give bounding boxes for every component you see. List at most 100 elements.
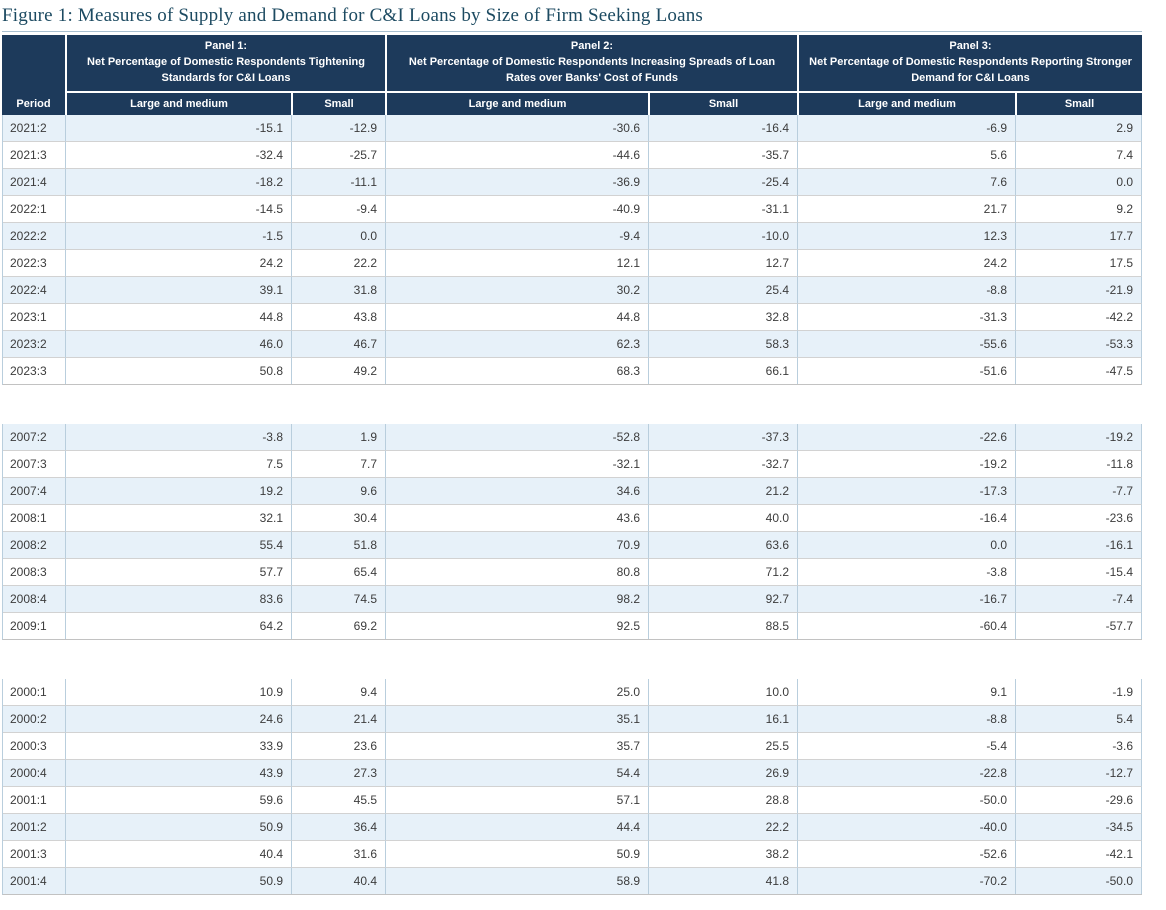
period-cell: 2001:1 bbox=[3, 787, 66, 814]
value-cell: 51.8 bbox=[292, 532, 386, 559]
value-cell: 21.7 bbox=[798, 196, 1016, 223]
value-cell: 59.6 bbox=[66, 787, 292, 814]
period-cell: 2000:4 bbox=[3, 760, 66, 787]
value-cell: -42.2 bbox=[1016, 304, 1142, 331]
value-cell: 0.0 bbox=[798, 532, 1016, 559]
value-cell: -6.9 bbox=[798, 115, 1016, 142]
value-cell: 9.6 bbox=[292, 478, 386, 505]
value-cell: 5.4 bbox=[1016, 706, 1142, 733]
value-cell: 35.1 bbox=[386, 706, 649, 733]
panel-1-label: Panel 1: bbox=[204, 40, 248, 53]
group-separator bbox=[2, 640, 1142, 679]
value-cell: 57.1 bbox=[386, 787, 649, 814]
value-cell: -36.9 bbox=[386, 169, 649, 196]
table-row: 2000:3 33.9 23.6 35.7 25.5 -5.4 -3.6 bbox=[2, 733, 1142, 760]
value-cell: 44.8 bbox=[66, 304, 292, 331]
value-cell: 41.8 bbox=[649, 868, 798, 894]
value-cell: 12.1 bbox=[386, 250, 649, 277]
panel-1-description: Net Percentage of Domestic Respondents T… bbox=[87, 56, 365, 84]
period-cell: 2022:1 bbox=[3, 196, 66, 223]
value-cell: -16.4 bbox=[649, 115, 798, 142]
value-cell: -9.4 bbox=[386, 223, 649, 250]
value-cell: 28.8 bbox=[649, 787, 798, 814]
value-cell: 22.2 bbox=[292, 250, 386, 277]
panel-1-subheaders: Large and medium Small bbox=[67, 93, 385, 115]
value-cell: 17.5 bbox=[1016, 250, 1142, 277]
panel-3-title: Panel 3: Net Percentage of Domestic Resp… bbox=[799, 35, 1142, 91]
value-cell: -10.0 bbox=[649, 223, 798, 250]
panel-1-small-header: Small bbox=[293, 93, 385, 115]
value-cell: 22.2 bbox=[649, 814, 798, 841]
figure-table: Period Panel 1: Net Percentage of Domest… bbox=[2, 31, 1142, 895]
period-cell: 2023:3 bbox=[3, 358, 66, 384]
value-cell: 39.1 bbox=[66, 277, 292, 304]
period-cell: 2007:3 bbox=[3, 451, 66, 478]
value-cell: 25.0 bbox=[386, 679, 649, 706]
row-group: 2021:2 -15.1 -12.9 -30.6 -16.4 -6.9 2.9 2021:3-… bbox=[2, 115, 1142, 385]
value-cell: -8.8 bbox=[798, 706, 1016, 733]
value-cell: -3.8 bbox=[66, 424, 292, 451]
value-cell: 24.2 bbox=[66, 250, 292, 277]
value-cell: -12.7 bbox=[1016, 760, 1142, 787]
table-row: 2023:3 50.8 49.2 68.3 66.1 -51.6 -47.5 bbox=[2, 358, 1142, 385]
value-cell: 43.9 bbox=[66, 760, 292, 787]
value-cell: 25.4 bbox=[649, 277, 798, 304]
table-row: 2022:1 -14.5 -9.4 -40.9 -31.1 21.7 9.2 bbox=[2, 196, 1142, 223]
row-group: 2000:1 10.9 9.4 25.0 10.0 9.1 -1.9 2000:2 24.6 21… bbox=[2, 679, 1142, 895]
period-cell: 2021:2 bbox=[3, 115, 66, 142]
value-cell: -23.6 bbox=[1016, 505, 1142, 532]
value-cell: 7.5 bbox=[66, 451, 292, 478]
period-cell: 2023:1 bbox=[3, 304, 66, 331]
value-cell: 55.4 bbox=[66, 532, 292, 559]
value-cell: -15.1 bbox=[66, 115, 292, 142]
period-cell: 2000:3 bbox=[3, 733, 66, 760]
period-cell: 2007:4 bbox=[3, 478, 66, 505]
period-cell: 2008:4 bbox=[3, 586, 66, 613]
value-cell: -25.7 bbox=[292, 142, 386, 169]
panel-1-title: Panel 1: Net Percentage of Domestic Resp… bbox=[67, 35, 385, 91]
value-cell: -31.3 bbox=[798, 304, 1016, 331]
value-cell: -16.1 bbox=[1016, 532, 1142, 559]
period-cell: 2021:4 bbox=[3, 169, 66, 196]
value-cell: -32.4 bbox=[66, 142, 292, 169]
table-row: 2007:4 19.2 9.6 34.6 21.2 -17.3 -7.7 bbox=[2, 478, 1142, 505]
value-cell: 31.8 bbox=[292, 277, 386, 304]
table-row: 2022:3 24.2 22.2 12.1 12.7 24.2 17.5 bbox=[2, 250, 1142, 277]
value-cell: -15.4 bbox=[1016, 559, 1142, 586]
value-cell: -3.6 bbox=[1016, 733, 1142, 760]
table-row: 2008:3 57.7 65.4 80.8 71.2 -3.8 -15.4 bbox=[2, 559, 1142, 586]
value-cell: 66.1 bbox=[649, 358, 798, 384]
value-cell: -53.3 bbox=[1016, 331, 1142, 358]
table-row: 2007:2 -3.8 1.9 -52.8 -37.3 -22.6 -19.2 bbox=[2, 424, 1142, 451]
value-cell: -40.0 bbox=[798, 814, 1016, 841]
value-cell: -50.0 bbox=[798, 787, 1016, 814]
value-cell: 5.6 bbox=[798, 142, 1016, 169]
panel-1-header: Panel 1: Net Percentage of Domestic Resp… bbox=[67, 35, 385, 115]
value-cell: 0.0 bbox=[292, 223, 386, 250]
table-row: 2021:3 -32.4 -25.7 -44.6 -35.7 5.6 7.4 bbox=[2, 142, 1142, 169]
value-cell: 46.0 bbox=[66, 331, 292, 358]
value-cell: -9.4 bbox=[292, 196, 386, 223]
value-cell: 58.9 bbox=[386, 868, 649, 894]
value-cell: 9.4 bbox=[292, 679, 386, 706]
value-cell: -1.9 bbox=[1016, 679, 1142, 706]
value-cell: 71.2 bbox=[649, 559, 798, 586]
period-cell: 2000:2 bbox=[3, 706, 66, 733]
value-cell: 62.3 bbox=[386, 331, 649, 358]
value-cell: -57.7 bbox=[1016, 613, 1142, 639]
value-cell: 1.9 bbox=[292, 424, 386, 451]
value-cell: 40.0 bbox=[649, 505, 798, 532]
value-cell: -25.4 bbox=[649, 169, 798, 196]
period-cell: 2009:1 bbox=[3, 613, 66, 639]
value-cell: -1.5 bbox=[66, 223, 292, 250]
panel-1-large-medium-header: Large and medium bbox=[67, 93, 291, 115]
value-cell: 12.7 bbox=[649, 250, 798, 277]
value-cell: 43.8 bbox=[292, 304, 386, 331]
value-cell: -7.4 bbox=[1016, 586, 1142, 613]
panel-2-large-medium-header: Large and medium bbox=[387, 93, 648, 115]
value-cell: 31.6 bbox=[292, 841, 386, 868]
value-cell: -51.6 bbox=[798, 358, 1016, 384]
table-row: 2000:2 24.6 21.4 35.1 16.1 -8.8 5.4 bbox=[2, 706, 1142, 733]
period-cell: 2008:1 bbox=[3, 505, 66, 532]
